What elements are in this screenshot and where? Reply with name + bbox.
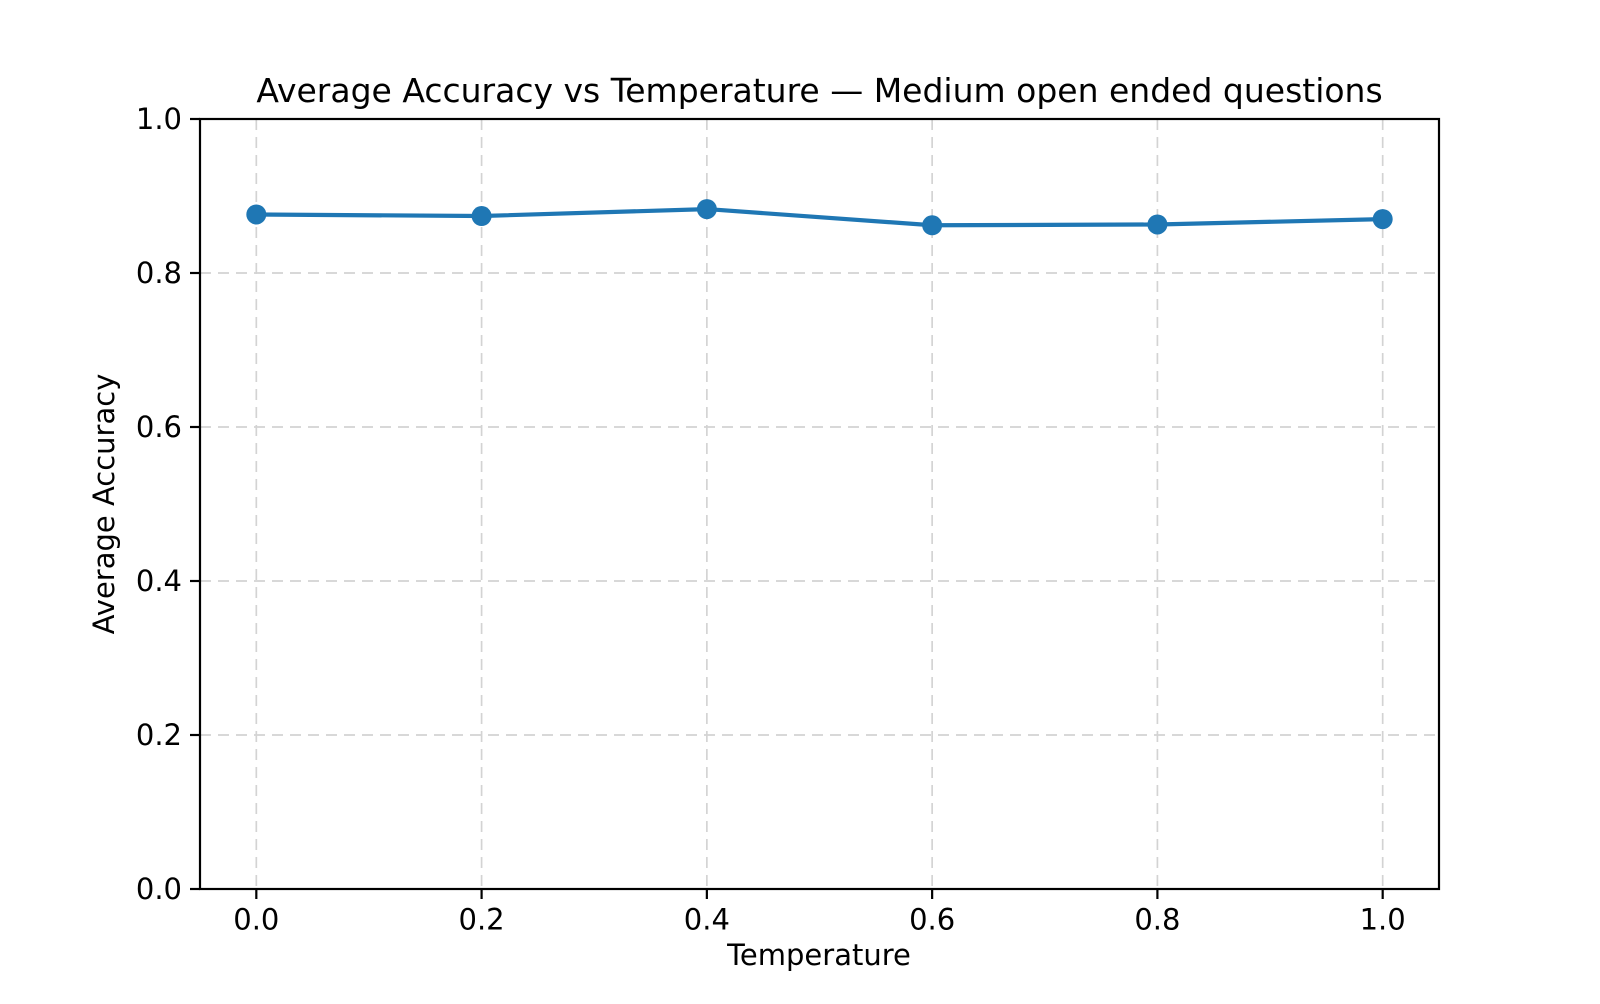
y-tick-label: 0.6 bbox=[136, 410, 182, 444]
x-tick-label: 1.0 bbox=[1360, 903, 1406, 937]
y-tick-label: 0.4 bbox=[136, 564, 182, 598]
x-tick-label: 0.6 bbox=[909, 903, 955, 937]
x-tick-label: 0.0 bbox=[233, 903, 279, 937]
data-point bbox=[922, 215, 943, 236]
data-point bbox=[1372, 209, 1393, 230]
y-tick-label: 0.8 bbox=[136, 256, 182, 290]
x-tick-label: 0.8 bbox=[1134, 903, 1180, 937]
axes-frame bbox=[198, 117, 1441, 891]
x-tick-label: 0.2 bbox=[459, 903, 505, 937]
x-tick-label: 0.4 bbox=[684, 903, 730, 937]
y-tick-label: 0.0 bbox=[136, 872, 182, 906]
chart-title: Average Accuracy vs Temperature — Medium… bbox=[256, 71, 1383, 110]
data-point bbox=[1147, 214, 1168, 235]
y-tick-label: 1.0 bbox=[136, 102, 182, 136]
y-axis-label: Average Accuracy bbox=[87, 373, 121, 635]
x-axis-label: Temperature bbox=[727, 938, 911, 972]
data-line bbox=[254, 206, 1385, 228]
data-point bbox=[471, 206, 492, 227]
y-tick-label: 0.2 bbox=[136, 718, 182, 752]
data-point bbox=[246, 204, 267, 225]
data-point bbox=[696, 199, 717, 220]
